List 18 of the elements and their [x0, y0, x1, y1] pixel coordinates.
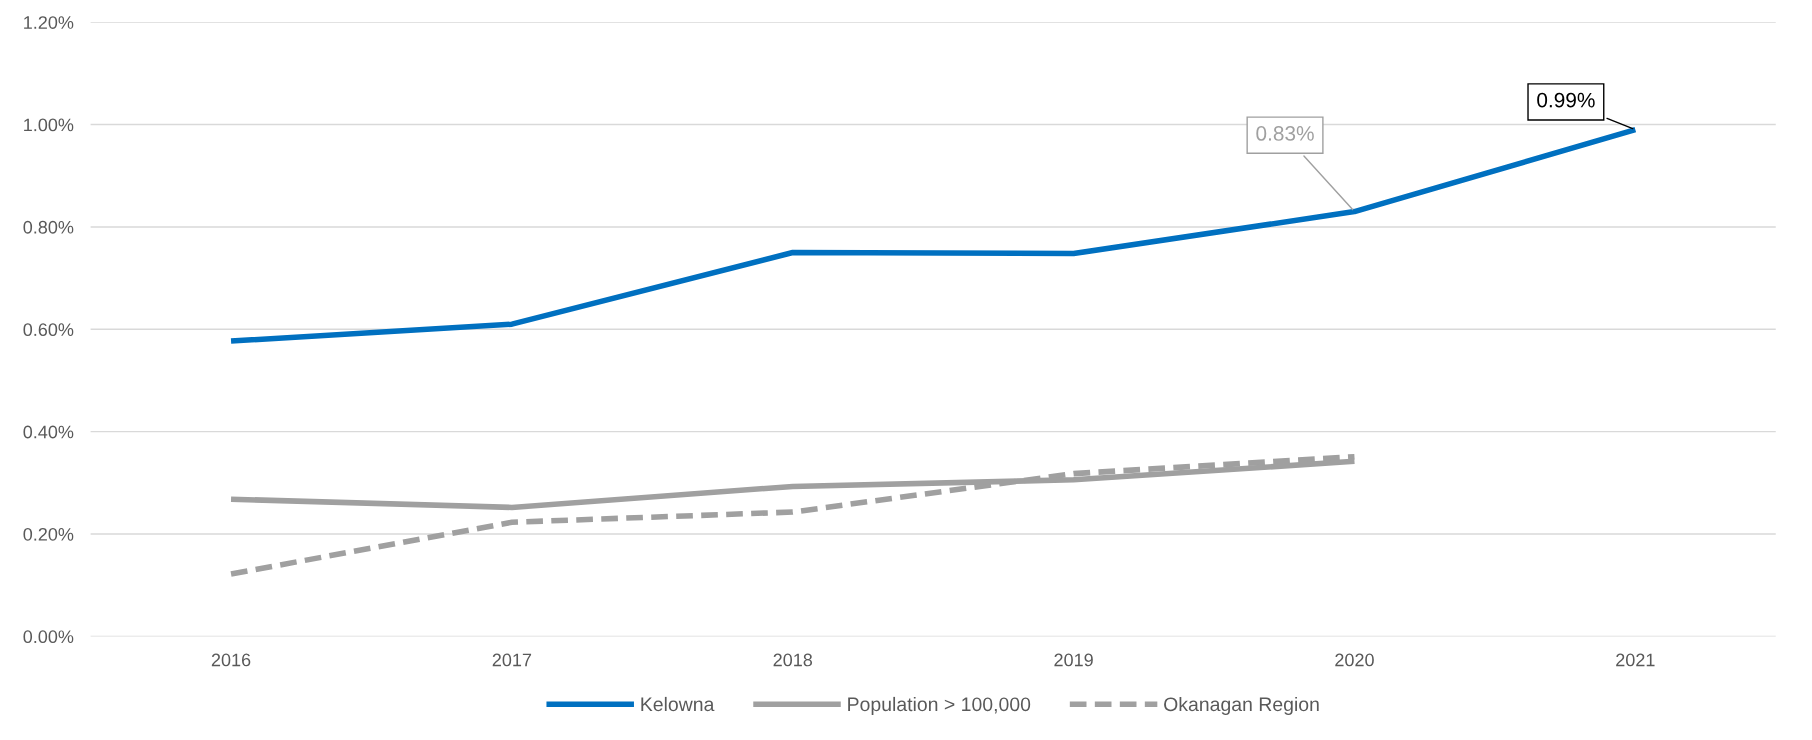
legend-label: Kelowna — [641, 696, 715, 712]
legend-label: Population > 100,000 — [848, 696, 1031, 716]
x-tick-label: 2021 — [1616, 653, 1655, 667]
y-tick-label: 0.40% — [23, 425, 74, 439]
x-tick-label: 2016 — [211, 653, 251, 667]
x-tick-label: 2018 — [773, 653, 813, 667]
x-tick-label: 2017 — [492, 653, 532, 667]
y-tick-label: 1.00% — [24, 118, 74, 132]
y-tick-label: 0.00% — [23, 630, 74, 644]
data-label: 0.99% — [1537, 92, 1595, 108]
x-tick-label: 2020 — [1335, 653, 1374, 667]
y-tick-label: 0.60% — [23, 323, 74, 337]
y-tick-label: 0.20% — [23, 527, 74, 541]
legend-label: Okanagan Region — [1164, 696, 1319, 716]
x-tick-label: 2019 — [1054, 653, 1093, 667]
data-label: 0.83% — [1256, 126, 1314, 141]
y-tick-label: 1.20% — [24, 16, 74, 29]
y-tick-label: 0.80% — [23, 220, 74, 234]
